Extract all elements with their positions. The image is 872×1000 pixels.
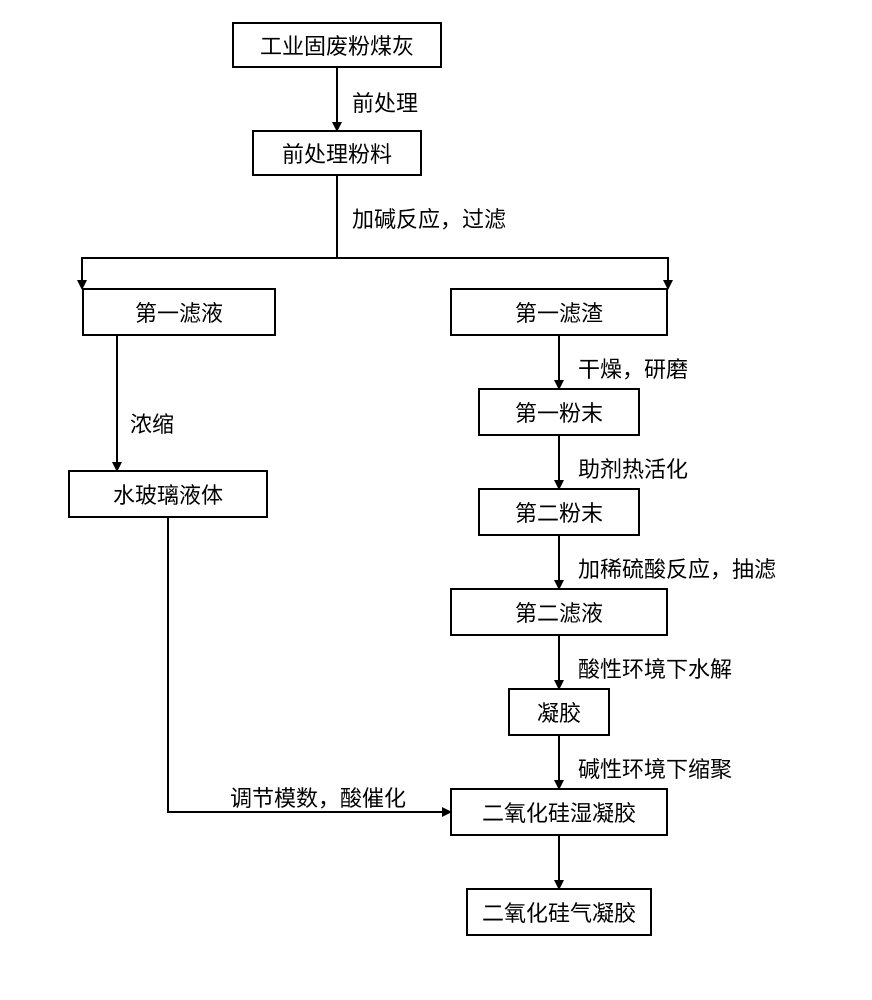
node-label: 凝胶 bbox=[537, 696, 581, 728]
node-gel: 凝胶 bbox=[508, 688, 610, 736]
edge-label-thermal-activation: 助剂热活化 bbox=[578, 452, 688, 484]
node-label: 前处理粉料 bbox=[282, 137, 392, 169]
node-sio2-aerogel: 二氧化硅气凝胶 bbox=[466, 888, 652, 936]
node-pretreated-powder: 前处理粉料 bbox=[252, 130, 422, 176]
edge-label-concentrate: 浓缩 bbox=[130, 407, 174, 439]
node-label: 第一滤渣 bbox=[515, 296, 603, 328]
node-sio2-wet-gel: 二氧化硅湿凝胶 bbox=[450, 788, 668, 836]
node-second-powder: 第二粉末 bbox=[478, 488, 640, 536]
flowchart-canvas: 工业固废粉煤灰 前处理粉料 第一滤液 第一滤渣 水玻璃液体 第一粉末 第二粉末 … bbox=[0, 0, 872, 1000]
node-second-filtrate: 第二滤液 bbox=[450, 588, 668, 636]
node-water-glass: 水玻璃液体 bbox=[68, 470, 268, 518]
edge-label-dilute-sulfuric: 加稀硫酸反应，抽滤 bbox=[578, 552, 776, 584]
node-first-filtrate: 第一滤液 bbox=[82, 288, 276, 336]
node-label: 第二滤液 bbox=[515, 596, 603, 628]
edge-label-pretreat: 前处理 bbox=[352, 86, 418, 118]
edge-label-dry-grind: 干燥，研磨 bbox=[578, 352, 688, 384]
edge-label-acid-hydrolysis: 酸性环境下水解 bbox=[578, 652, 732, 684]
node-label: 水玻璃液体 bbox=[113, 478, 223, 510]
node-label: 第一粉末 bbox=[515, 396, 603, 428]
node-label: 第一滤液 bbox=[135, 296, 223, 328]
edge-label-modulus-acid-catalysis: 调节模数，酸催化 bbox=[230, 781, 406, 813]
node-industrial-flyash: 工业固废粉煤灰 bbox=[232, 22, 442, 68]
node-label: 二氧化硅气凝胶 bbox=[482, 896, 636, 928]
node-label: 二氧化硅湿凝胶 bbox=[482, 796, 636, 828]
edge-label-alkali-filter: 加碱反应，过滤 bbox=[352, 202, 506, 234]
node-first-powder: 第一粉末 bbox=[478, 388, 640, 436]
edge-label-alkaline-condensation: 碱性环境下缩聚 bbox=[578, 752, 732, 784]
node-label: 第二粉末 bbox=[515, 496, 603, 528]
node-label: 工业固废粉煤灰 bbox=[260, 29, 414, 61]
node-first-residue: 第一滤渣 bbox=[450, 288, 668, 336]
